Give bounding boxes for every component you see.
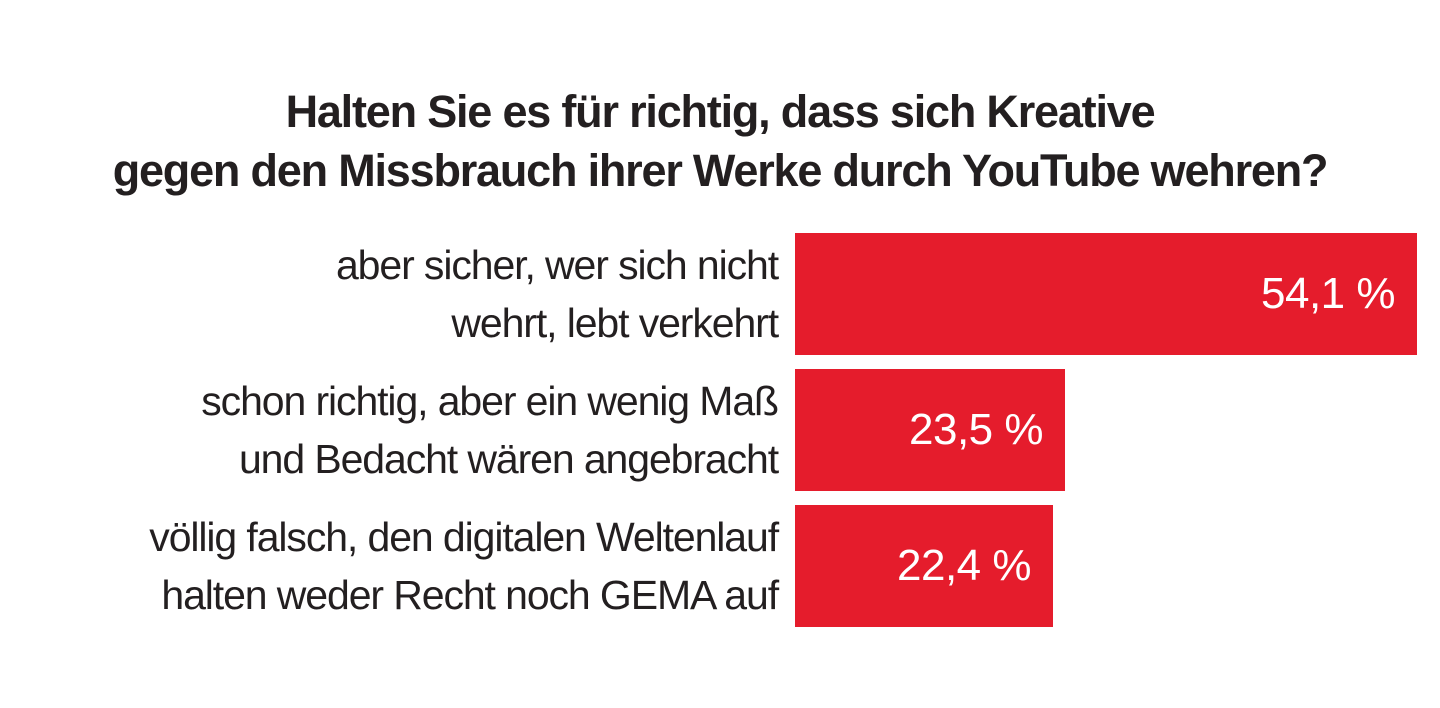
category-label-line: völlig falsch, den digitalen Weltenlauf [149, 514, 779, 560]
category-label-line: halten weder Recht noch GEMA auf [161, 572, 779, 618]
chart-title: Halten Sie es für richtig, dass sich Kre… [0, 82, 1440, 200]
bar-value-label: 22,4 % [897, 541, 1031, 590]
category-label-line: schon richtig, aber ein wenig Maß [201, 378, 779, 424]
category-label: aber sicher, wer sich nicht wehrt, lebt v… [0, 236, 779, 352]
category-label-line: wehrt, lebt verkehrt [451, 300, 779, 346]
category-label: schon richtig, aber ein wenig Maß und Bed… [0, 372, 779, 488]
bar: 23,5 % [795, 369, 1065, 491]
bar-value-label: 54,1 % [1261, 269, 1395, 318]
bar: 22,4 % [795, 505, 1053, 627]
chart-title-line-1: Halten Sie es für richtig, dass sich Kre… [285, 86, 1156, 137]
bar-value-label: 23,5 % [909, 405, 1043, 454]
chart-title-line-2: gegen den Missbrauch ihrer Werke durch Y… [112, 145, 1329, 196]
category-label: völlig falsch, den digitalen Weltenlauf h… [0, 508, 779, 624]
category-label-line: aber sicher, wer sich nicht [335, 242, 779, 288]
bar: 54,1 % [795, 233, 1417, 355]
category-label-line: und Bedacht wären angebracht [238, 436, 779, 482]
